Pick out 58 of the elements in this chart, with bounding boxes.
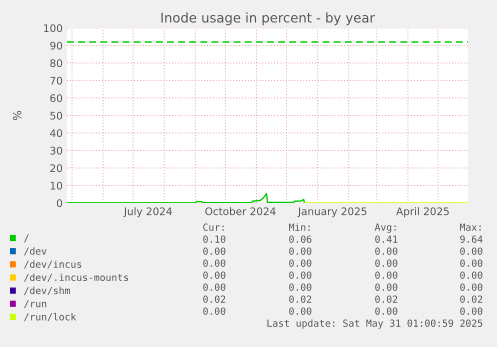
text: 0.00	[203, 307, 226, 315]
legend-label: /dev/shm	[24, 286, 70, 295]
text: 0.00	[203, 271, 226, 279]
x-tick-label: January 2025	[297, 207, 366, 218]
y-tick-label: 50	[50, 112, 62, 120]
legend-label: /	[24, 234, 29, 242]
text: 0.02	[460, 295, 482, 303]
legend-label: /run/lock	[24, 312, 76, 322]
text: 0.00	[460, 247, 482, 255]
text: Cur:	[203, 223, 224, 231]
text: 0.10	[203, 235, 226, 243]
text: 0.00	[203, 283, 226, 291]
text: 0.00	[460, 271, 482, 279]
y-tick-label: 10	[50, 182, 62, 190]
text: Avg:	[374, 224, 396, 233]
y-tick-label: 0	[56, 199, 62, 208]
y-tick-label: 90	[50, 42, 62, 50]
text: 0.00	[289, 247, 312, 255]
y-tick-label: 20	[50, 164, 62, 172]
text: 0.02	[289, 295, 312, 303]
text: 0.41	[375, 235, 398, 243]
y-tick-label: 80	[50, 59, 62, 68]
text: Max:	[460, 224, 481, 231]
y-tick-label: 70	[50, 76, 62, 85]
text: 0.02	[203, 295, 226, 303]
text: 0.00	[289, 271, 312, 279]
y-tick-label: 40	[50, 129, 62, 138]
text: 0.00	[460, 283, 482, 291]
y-tick-label: 60	[50, 94, 62, 102]
legend-label: /dev	[24, 247, 47, 256]
chart-title: Inode usage in percent - by year	[161, 12, 375, 26]
text: 0.00	[289, 259, 312, 267]
y-tick-label: 100	[44, 24, 62, 32]
x-tick-label: April 2025	[396, 207, 449, 218]
text: 0.00	[460, 307, 482, 315]
text: 0.00	[375, 307, 398, 315]
legend-label: /run	[24, 300, 46, 308]
text: 9.64	[460, 235, 483, 243]
legend-label: /dev/incus	[24, 260, 82, 269]
text: 0.00	[375, 283, 398, 291]
y-axis-title: %	[12, 110, 22, 120]
text: 0.00	[375, 259, 398, 267]
text: 0.00	[375, 247, 398, 255]
text: 0.00	[203, 247, 226, 255]
text: 0.06	[289, 235, 312, 243]
text: 0.00	[460, 259, 482, 267]
text: Min:	[288, 223, 310, 231]
text: 0.00	[375, 271, 398, 279]
text: 0.02	[375, 295, 398, 303]
y-tick-label: 30	[50, 146, 62, 155]
x-tick-label: October 2024	[205, 207, 276, 216]
text: Last update: Sat May 31 01:00:59 2025	[267, 319, 482, 329]
text: 0.00	[289, 283, 312, 291]
x-tick-label: July 2024	[123, 207, 172, 218]
legend-label: /dev/.incus-mounts	[24, 274, 128, 282]
line-series	[67, 193, 306, 203]
text: 0.00	[289, 307, 312, 315]
text: 0.00	[203, 259, 226, 267]
